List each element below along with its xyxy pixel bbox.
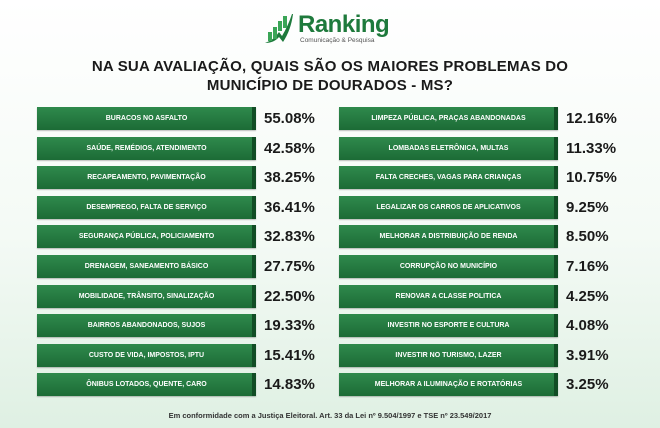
problem-percentage: 27.75% [264,258,315,275]
problem-percentage: 8.50% [566,228,609,246]
problem-percentage: 22.50% [264,287,315,305]
problem-label-bar: ÔNIBUS LOTADOS, QUENTE, CARO [37,373,256,397]
ranking-row: BAIRROS ABANDONADOS, SUJOS 19.33% [0,314,660,338]
ranking-logo: Ranking Comunicação & Pesquisa [262,10,402,46]
ranking-row: MELHORAR A DISTRIBUIÇÃO DE RENDA 8.50% [0,225,660,249]
ranking-row: BURACOS NO ASFALTO 55.08% [0,107,660,130]
problem-label-bar: LEGALIZAR OS CARROS DE APLICATIVOS [339,195,558,219]
problem-label-bar: BAIRROS ABANDONADOS, SUJOS [37,314,256,338]
problem-label-bar: CORRUPÇÃO NO MUNICÍPIO [339,255,558,278]
problem-percentage: 14.83% [264,376,315,394]
problem-label-bar: CUSTO DE VIDA, IMPOSTOS, IPTU [37,343,256,367]
problem-percentage: 55.08% [264,110,315,127]
problem-label-bar: SEGURANÇA PÚBLICA, POLICIAMENTO [37,225,256,249]
problem-label-bar: LOMBADAS ELETRÔNICA, MULTAS [339,136,558,160]
problem-percentage: 10.75% [566,169,617,187]
problem-percentage: 42.58% [264,139,315,157]
ranking-row: DRENAGEM, SANEAMENTO BÁSICO 27.75% [0,255,660,278]
problem-label-bar: MELHORAR A ILUMINAÇÃO E ROTATÓRIAS [339,373,558,397]
problem-label-bar: SAÚDE, REMÉDIOS, ATENDIMENTO [37,136,256,160]
problem-label-bar: DRENAGEM, SANEAMENTO BÁSICO [37,255,256,278]
ranking-row: MOBILIDADE, TRÂNSITO, SINALIZAÇÃO 22.50% [0,284,660,308]
problem-label-bar: BURACOS NO ASFALTO [37,107,256,130]
logo-tagline: Comunicação & Pesquisa [300,37,375,44]
problem-label-bar: RENOVAR A CLASSE POLITICA [339,284,558,308]
problem-label-bar: LIMPEZA PÚBLICA, PRAÇAS ABANDONADAS [339,107,558,130]
ranking-row: INVESTIR NO TURISMO, LAZER 3.91% [0,343,660,367]
ranking-row: ÔNIBUS LOTADOS, QUENTE, CARO 14.83% [0,373,660,397]
ranking-row: SAÚDE, REMÉDIOS, ATENDIMENTO 42.58% [0,136,660,160]
problem-label-bar: MELHORAR A DISTRIBUIÇÃO DE RENDA [339,225,558,249]
logo-wordmark: Ranking [298,11,390,38]
problem-percentage: 7.16% [566,258,609,275]
problem-percentage: 12.16% [566,110,617,127]
problem-percentage: 3.25% [566,376,609,394]
ranking-logo-icon [265,14,293,43]
ranking-row: RECAPEAMENTO, PAVIMENTAÇÃO 38.25% [0,166,660,190]
ranking-row: DESEMPREGO, FALTA DE SERVIÇO 36.41% [0,195,660,219]
ranking-row: LIMPEZA PÚBLICA, PRAÇAS ABANDONADAS 12.16… [0,107,660,130]
problem-percentage: 4.08% [566,317,609,335]
chart-title: NA SUA AVALIAÇÃO, QUAIS SÃO OS MAIORES P… [91,58,569,94]
ranking-row: INVESTIR NO ESPORTE E CULTURA 4.08% [0,314,660,338]
ranking-row: MELHORAR A ILUMINAÇÃO E ROTATÓRIAS 3.25% [0,373,660,397]
problem-label-bar: RECAPEAMENTO, PAVIMENTAÇÃO [37,166,256,190]
problem-label-bar: FALTA CRECHES, VAGAS PARA CRIANÇAS [339,166,558,190]
problem-percentage: 9.25% [566,198,609,216]
problem-percentage: 19.33% [264,317,315,335]
problem-label-bar: INVESTIR NO TURISMO, LAZER [339,343,558,367]
problem-percentage: 32.83% [264,228,315,246]
ranking-row: LEGALIZAR OS CARROS DE APLICATIVOS 9.25% [0,195,660,219]
problem-percentage: 15.41% [264,346,315,364]
problem-percentage: 3.91% [566,346,609,364]
ranking-row: LOMBADAS ELETRÔNICA, MULTAS 11.33% [0,136,660,160]
ranking-row: CUSTO DE VIDA, IMPOSTOS, IPTU 15.41% [0,343,660,367]
problem-percentage: 38.25% [264,169,315,187]
problem-label-bar: DESEMPREGO, FALTA DE SERVIÇO [37,195,256,219]
problem-percentage: 4.25% [566,287,609,305]
ranking-row: FALTA CRECHES, VAGAS PARA CRIANÇAS 10.75% [0,166,660,190]
legal-footer: Em conformidade com a Justiça Eleitoral.… [168,411,492,420]
ranking-row: CORRUPÇÃO NO MUNICÍPIO 7.16% [0,255,660,278]
ranking-row: RENOVAR A CLASSE POLITICA 4.25% [0,284,660,308]
problem-percentage: 11.33% [566,139,617,157]
problem-label-bar: INVESTIR NO ESPORTE E CULTURA [339,314,558,338]
ranking-row: SEGURANÇA PÚBLICA, POLICIAMENTO 32.83% [0,225,660,249]
problem-label-bar: MOBILIDADE, TRÂNSITO, SINALIZAÇÃO [37,284,256,308]
problem-percentage: 36.41% [264,198,315,216]
